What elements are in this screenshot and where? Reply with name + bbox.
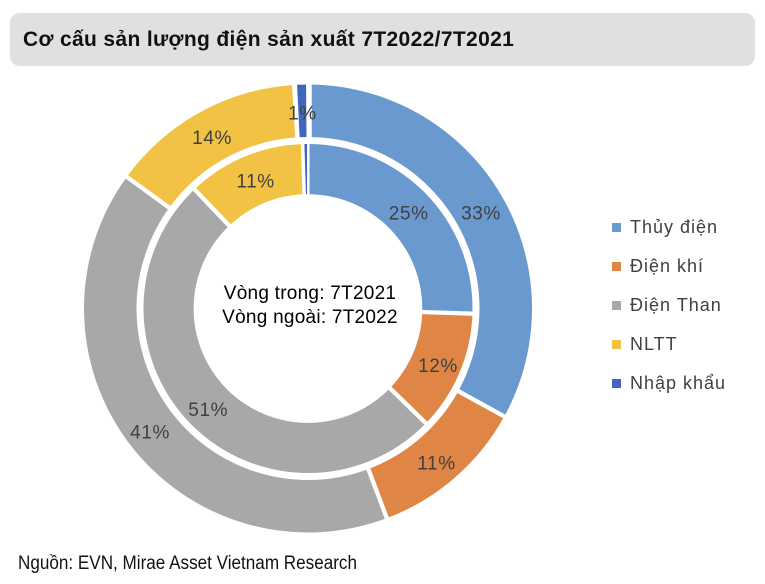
- svg-text:11%: 11%: [236, 172, 274, 193]
- svg-text:41%: 41%: [130, 422, 170, 443]
- svg-text:12%: 12%: [418, 356, 458, 377]
- svg-text:11%: 11%: [417, 453, 455, 474]
- svg-text:14%: 14%: [192, 128, 232, 149]
- svg-text:25%: 25%: [389, 204, 429, 225]
- svg-text:1%: 1%: [288, 103, 317, 124]
- svg-text:51%: 51%: [188, 400, 228, 421]
- svg-text:33%: 33%: [461, 204, 501, 225]
